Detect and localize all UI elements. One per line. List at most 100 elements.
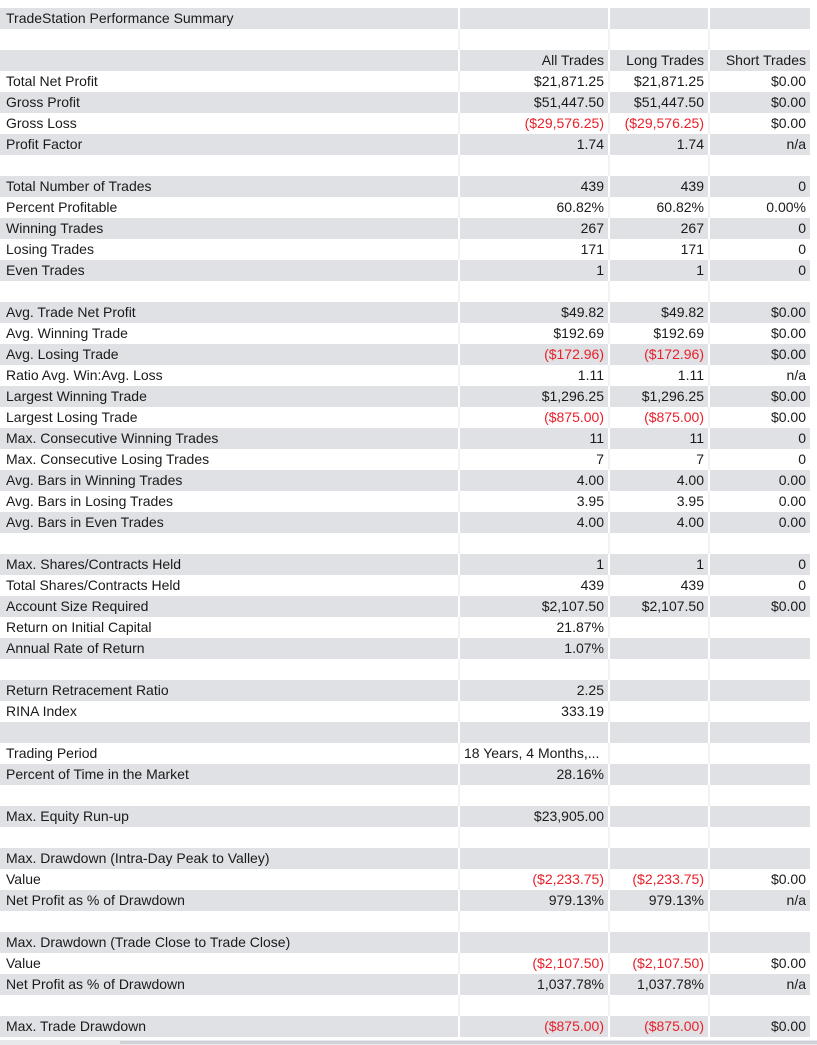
row-label: Avg. Losing Trade: [0, 344, 460, 365]
value-cell: [610, 743, 710, 764]
table-row: Profit Factor 1.74 1.74 n/a: [0, 134, 817, 155]
horizontal-scrollbar[interactable]: [0, 1040, 817, 1045]
row-label: Largest Winning Trade: [0, 386, 460, 407]
value-cell: [610, 806, 710, 827]
value-cell: $21,871.25: [610, 71, 710, 92]
empty-cell: [0, 533, 460, 554]
table-row: Return on Initial Capital 21.87%: [0, 617, 817, 638]
value-cell: $192.69: [610, 323, 710, 344]
value-cell: [710, 680, 810, 701]
value-cell: 7: [610, 449, 710, 470]
table-row: Percent of Time in the Market 28.16%: [0, 764, 817, 785]
table-row: Gross Profit $51,447.50 $51,447.50 $0.00: [0, 92, 817, 113]
value-cell: [710, 764, 810, 785]
row-label: Profit Factor: [0, 134, 460, 155]
scrollbar-thumb[interactable]: [120, 1041, 817, 1044]
row-label: Max. Equity Run-up: [0, 806, 460, 827]
value-cell: [710, 932, 810, 953]
empty-cell: [0, 995, 460, 1016]
value-cell: [710, 743, 810, 764]
value-cell: 0.00: [710, 470, 810, 491]
value-cell: $0.00: [710, 407, 810, 428]
value-cell: 1: [460, 260, 610, 281]
value-cell: [710, 701, 810, 722]
empty-cell: [710, 533, 810, 554]
value-cell: 11: [610, 428, 710, 449]
row-label: Value: [0, 953, 460, 974]
empty-cell: [460, 995, 610, 1016]
empty-cell: [460, 155, 610, 176]
value-cell: 1: [460, 554, 610, 575]
empty-cell: [610, 29, 710, 50]
table-row: Annual Rate of Return 1.07%: [0, 638, 817, 659]
value-cell: ($29,576.25): [460, 113, 610, 134]
value-cell: 0: [710, 176, 810, 197]
value-cell: 171: [610, 239, 710, 260]
value-cell: 1.07%: [460, 638, 610, 659]
row-label: Percent of Time in the Market: [0, 764, 460, 785]
empty-cell: [610, 155, 710, 176]
table-row: Losing Trades 171 171 0: [0, 239, 817, 260]
table-row: Avg. Trade Net Profit $49.82 $49.82 $0.00: [0, 302, 817, 323]
spacer-row: [0, 785, 817, 806]
value-cell: 1.74: [610, 134, 710, 155]
empty-cell: [0, 785, 460, 806]
empty-cell: [460, 659, 610, 680]
table-row: Avg. Bars in Losing Trades 3.95 3.95 0.00: [0, 491, 817, 512]
spacer-row: [0, 659, 817, 680]
row-label: Max. Trade Drawdown: [0, 1016, 460, 1037]
row-label: Trading Period: [0, 743, 460, 764]
table-row: Max. Drawdown (Intra-Day Peak to Valley): [0, 848, 817, 869]
table-row: Max. Trade Drawdown ($875.00) ($875.00) $0.…: [0, 1016, 817, 1037]
row-label: Return Retracement Ratio: [0, 680, 460, 701]
empty-cell: [610, 827, 710, 848]
value-cell: 267: [460, 218, 610, 239]
row-label: Ratio Avg. Win:Avg. Loss: [0, 365, 460, 386]
spacer-row: [0, 827, 817, 848]
value-cell: 1.11: [460, 365, 610, 386]
value-cell: $23,905.00: [460, 806, 610, 827]
spacer-row: [0, 722, 817, 743]
value-cell: $1,296.25: [610, 386, 710, 407]
row-label: Net Profit as % of Drawdown: [0, 890, 460, 911]
empty-cell: [0, 722, 460, 743]
value-cell: 1,037.78%: [460, 974, 610, 995]
empty-cell: [460, 785, 610, 806]
value-cell: 0: [710, 428, 810, 449]
value-cell: ($172.96): [610, 344, 710, 365]
value-cell: $21,871.25: [460, 71, 610, 92]
row-label: Total Number of Trades: [0, 176, 460, 197]
value-cell: [610, 617, 710, 638]
row-label: Losing Trades: [0, 239, 460, 260]
table-row: Net Profit as % of Drawdown 979.13% 979.13…: [0, 890, 817, 911]
empty-cell: [0, 659, 460, 680]
value-cell: 2.25: [460, 680, 610, 701]
value-cell: ($875.00): [610, 407, 710, 428]
empty-cell: [610, 911, 710, 932]
title-row: TradeStation Performance Summary: [0, 8, 817, 29]
empty-cell: [0, 155, 460, 176]
value-cell: $2,107.50: [460, 596, 610, 617]
value-cell: 18 Years, 4 Months,...: [460, 743, 610, 764]
table-row: Account Size Required $2,107.50 $2,107.50 $…: [0, 596, 817, 617]
table-row: Ratio Avg. Win:Avg. Loss 1.11 1.11 n/a: [0, 365, 817, 386]
value-cell: 439: [460, 176, 610, 197]
value-cell: 7: [460, 449, 610, 470]
row-label: Net Profit as % of Drawdown: [0, 974, 460, 995]
value-cell: [460, 848, 610, 869]
value-cell: 0.00: [710, 491, 810, 512]
row-label: Total Net Profit: [0, 71, 460, 92]
table-row: Trading Period 18 Years, 4 Months,...: [0, 743, 817, 764]
empty-cell: [710, 785, 810, 806]
value-cell: 0: [710, 554, 810, 575]
value-cell: $0.00: [710, 1016, 810, 1037]
empty-cell: [460, 911, 610, 932]
row-label: Percent Profitable: [0, 197, 460, 218]
value-cell: [710, 806, 810, 827]
value-cell: 4.00: [610, 512, 710, 533]
value-cell: 439: [610, 575, 710, 596]
value-cell: 1: [610, 554, 710, 575]
value-cell: 0: [710, 260, 810, 281]
row-label: Max. Consecutive Losing Trades: [0, 449, 460, 470]
value-cell: $0.00: [710, 71, 810, 92]
